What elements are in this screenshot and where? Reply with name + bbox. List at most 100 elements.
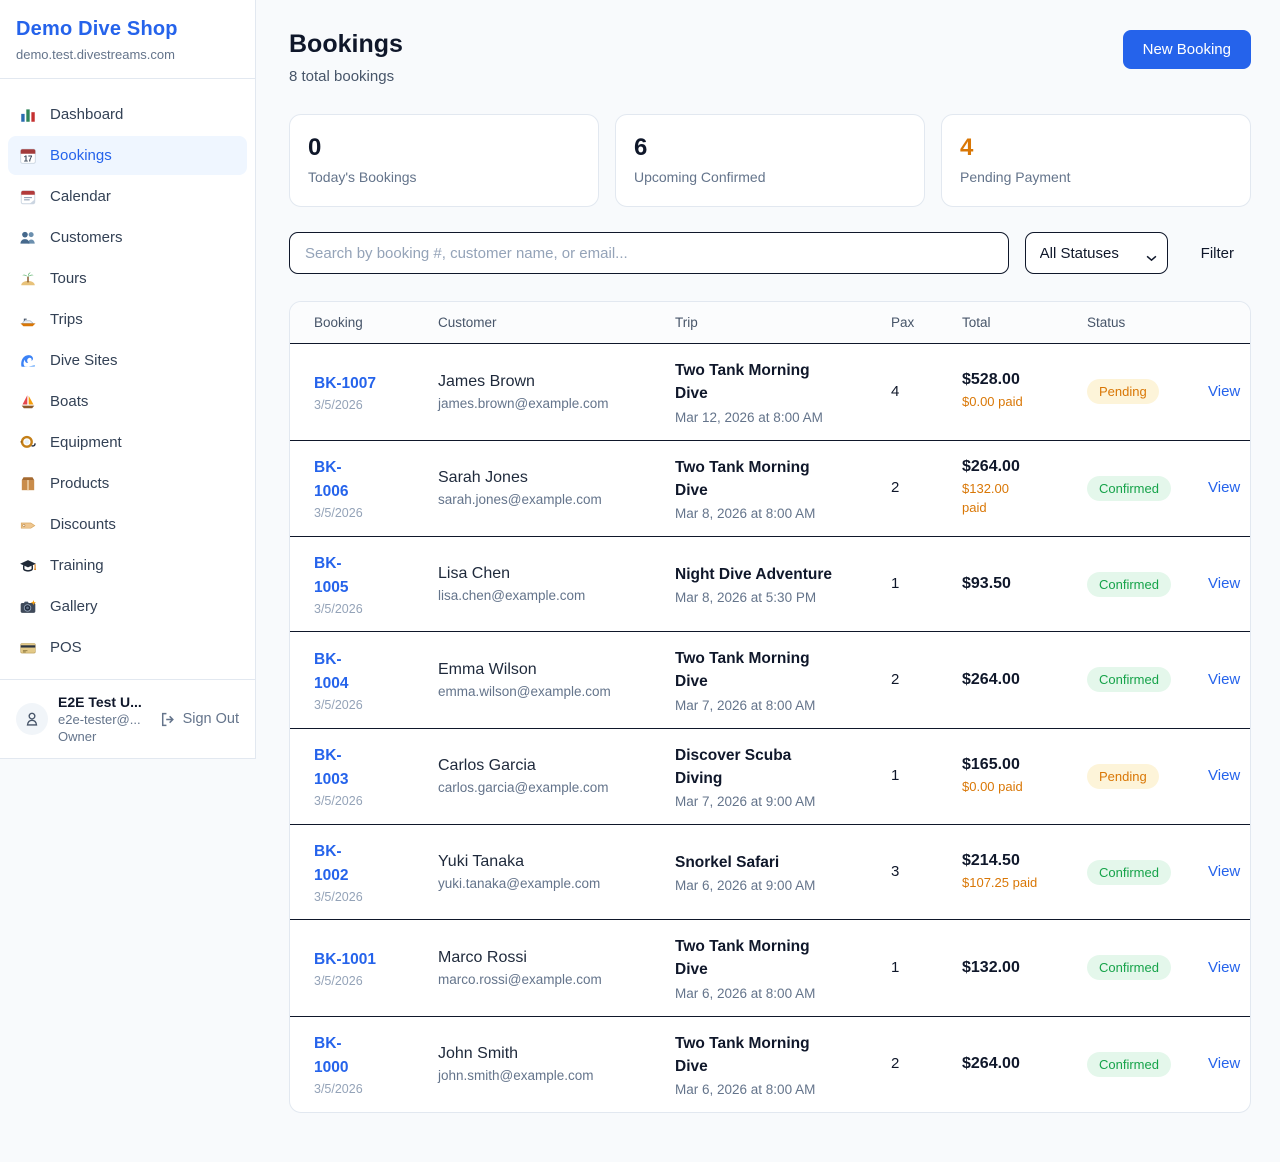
booking-id-link[interactable]: BK- 1000 bbox=[314, 1035, 349, 1077]
customer-email: carlos.garcia@example.com bbox=[438, 780, 609, 796]
col-header-booking: Booking bbox=[290, 302, 414, 344]
camera-icon bbox=[18, 597, 37, 616]
logout-icon bbox=[161, 712, 174, 726]
pax-count: 3 bbox=[891, 863, 900, 881]
sign-out-button[interactable]: Sign Out bbox=[159, 711, 239, 728]
view-link[interactable]: View bbox=[1208, 479, 1241, 497]
status-badge: Pending bbox=[1087, 763, 1159, 789]
total-amount: $165.00 bbox=[962, 755, 1020, 773]
sidebar-item-label: Customers bbox=[50, 229, 123, 246]
booking-id-link[interactable]: BK- 1006 bbox=[314, 459, 349, 501]
sidebar-item-bookings[interactable]: 17 Bookings bbox=[8, 136, 247, 175]
person-icon bbox=[26, 712, 38, 726]
main-content: Bookings 8 total bookings New Booking 0 … bbox=[256, 0, 1280, 1143]
sidebar-item-gallery[interactable]: Gallery bbox=[8, 587, 247, 626]
sidebar-item-pos[interactable]: POS bbox=[8, 628, 247, 667]
booking-date: 3/5/2026 bbox=[314, 794, 363, 809]
trip-name: Two Tank Morning Dive bbox=[675, 362, 810, 403]
trip-name: Discover Scuba Diving bbox=[675, 746, 792, 787]
col-header-actions bbox=[1184, 302, 1250, 344]
sidebar-item-tours[interactable]: Tours bbox=[8, 259, 247, 298]
sidebar-nav: Dashboard 17 Bookings Calendar Customers… bbox=[0, 79, 255, 679]
booking-id-link[interactable]: BK-1001 bbox=[314, 950, 377, 968]
status-select[interactable]: All Statuses bbox=[1024, 232, 1168, 274]
pax-count: 2 bbox=[891, 479, 900, 497]
booking-date: 3/5/2026 bbox=[314, 506, 363, 521]
sidebar-item-label: Products bbox=[50, 475, 110, 492]
bar-chart-icon bbox=[18, 105, 37, 124]
island-icon bbox=[18, 269, 37, 288]
sidebar-item-products[interactable]: Products bbox=[8, 464, 247, 503]
booking-id-link[interactable]: BK- 1002 bbox=[314, 843, 349, 885]
paid-amount: $107.25 paid bbox=[962, 874, 1038, 890]
table-row: BK- 1005 3/5/2026 Lisa Chen lisa.chen@ex… bbox=[290, 536, 1250, 633]
status-badge: Pending bbox=[1087, 379, 1159, 405]
sidebar-item-training[interactable]: Training bbox=[8, 546, 247, 585]
sidebar-item-dashboard[interactable]: Dashboard bbox=[8, 95, 247, 134]
trip-datetime: Mar 6, 2026 at 9:00 AM bbox=[675, 878, 816, 894]
user-email: e2e-tester@... bbox=[58, 712, 141, 727]
user-name: E2E Test U... bbox=[58, 694, 142, 710]
total-amount: $93.50 bbox=[962, 575, 1011, 593]
page-title: Bookings bbox=[289, 30, 403, 58]
stat-card-pending-payment: 4 Pending Payment bbox=[941, 114, 1251, 207]
total-amount: $264.00 bbox=[962, 458, 1020, 476]
sidebar-item-calendar[interactable]: Calendar bbox=[8, 177, 247, 216]
sidebar-item-customers[interactable]: Customers bbox=[8, 218, 247, 257]
sidebar-item-label: Dive Sites bbox=[50, 352, 118, 369]
wave-icon bbox=[18, 351, 37, 370]
status-badge: Confirmed bbox=[1087, 667, 1171, 693]
people-icon bbox=[18, 228, 37, 247]
filter-button[interactable]: Filter bbox=[1184, 245, 1251, 262]
booking-id-link[interactable]: BK- 1004 bbox=[314, 650, 349, 692]
customer-name: Marco Rossi bbox=[438, 948, 527, 966]
customer-name: Sarah Jones bbox=[438, 469, 528, 487]
status-badge: Confirmed bbox=[1087, 955, 1171, 981]
trip-datetime: Mar 7, 2026 at 8:00 AM bbox=[675, 697, 816, 713]
customer-email: john.smith@example.com bbox=[438, 1068, 594, 1084]
stat-value: 4 bbox=[960, 134, 974, 161]
sidebar-item-label: Bookings bbox=[50, 147, 112, 164]
customer-name: John Smith bbox=[438, 1045, 519, 1063]
status-select-wrap: All Statuses bbox=[1024, 232, 1168, 274]
tear-off-calendar-icon bbox=[18, 187, 37, 206]
view-link[interactable]: View bbox=[1208, 767, 1241, 785]
view-link[interactable]: View bbox=[1208, 575, 1241, 593]
pax-count: 2 bbox=[891, 1055, 900, 1073]
stat-value: 6 bbox=[634, 134, 648, 161]
sidebar-item-label: Dashboard bbox=[50, 106, 124, 123]
sidebar-item-equipment[interactable]: Equipment bbox=[8, 423, 247, 462]
pax-count: 1 bbox=[891, 767, 900, 785]
trip-name: Two Tank Morning Dive bbox=[675, 458, 810, 499]
stat-label: Pending Payment bbox=[960, 169, 1071, 185]
view-link[interactable]: View bbox=[1208, 382, 1241, 400]
view-link[interactable]: View bbox=[1208, 958, 1241, 976]
trip-datetime: Mar 8, 2026 at 5:30 PM bbox=[675, 590, 817, 606]
stat-card-todays-bookings: 0 Today's Bookings bbox=[289, 114, 599, 207]
svg-text:17: 17 bbox=[23, 154, 32, 163]
customer-name: Lisa Chen bbox=[438, 565, 511, 583]
customer-email: lisa.chen@example.com bbox=[438, 588, 586, 604]
booking-id-link[interactable]: BK- 1005 bbox=[314, 555, 349, 597]
view-link[interactable]: View bbox=[1208, 670, 1241, 688]
sidebar-item-trips[interactable]: Trips bbox=[8, 300, 247, 339]
booking-date: 3/5/2026 bbox=[314, 890, 363, 905]
bookings-table-card: Booking Customer Trip Pax Total Status B… bbox=[289, 301, 1251, 1114]
sidebar-item-label: Training bbox=[50, 557, 104, 574]
status-badge: Confirmed bbox=[1087, 1051, 1171, 1077]
booking-id-link[interactable]: BK- 1003 bbox=[314, 747, 349, 789]
sidebar-item-dive-sites[interactable]: Dive Sites bbox=[8, 341, 247, 380]
view-link[interactable]: View bbox=[1208, 863, 1241, 881]
status-badge: Confirmed bbox=[1087, 859, 1171, 885]
trip-datetime: Mar 8, 2026 at 8:00 AM bbox=[675, 506, 816, 521]
search-input[interactable] bbox=[289, 232, 1009, 274]
sidebar-item-boats[interactable]: Boats bbox=[8, 382, 247, 421]
stat-value: 0 bbox=[308, 134, 322, 161]
view-link[interactable]: View bbox=[1208, 1055, 1241, 1073]
paid-amount: $0.00 paid bbox=[962, 394, 1023, 410]
table-row: BK- 1004 3/5/2026 Emma Wilson emma.wilso… bbox=[290, 631, 1250, 729]
booking-id-link[interactable]: BK-1007 bbox=[314, 374, 377, 392]
sidebar-item-discounts[interactable]: Discounts bbox=[8, 505, 247, 544]
new-booking-button[interactable]: New Booking bbox=[1122, 30, 1251, 69]
